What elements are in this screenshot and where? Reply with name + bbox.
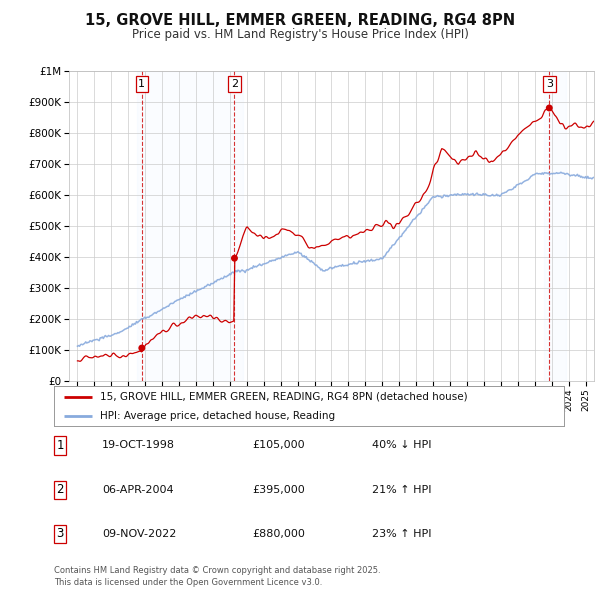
Text: 3: 3 — [546, 79, 553, 89]
Text: 2: 2 — [231, 79, 238, 89]
Text: 2: 2 — [56, 483, 64, 496]
Text: 19-OCT-1998: 19-OCT-1998 — [102, 441, 175, 450]
Text: HPI: Average price, detached house, Reading: HPI: Average price, detached house, Read… — [100, 411, 335, 421]
Text: Contains HM Land Registry data © Crown copyright and database right 2025.
This d: Contains HM Land Registry data © Crown c… — [54, 566, 380, 587]
Text: 1: 1 — [56, 439, 64, 452]
Point — [544, 103, 554, 113]
Text: 06-APR-2004: 06-APR-2004 — [102, 485, 173, 494]
Text: 23% ↑ HPI: 23% ↑ HPI — [372, 529, 431, 539]
Point — [137, 343, 146, 353]
Text: £395,000: £395,000 — [252, 485, 305, 494]
Text: 21% ↑ HPI: 21% ↑ HPI — [372, 485, 431, 494]
Text: 3: 3 — [56, 527, 64, 540]
Text: Price paid vs. HM Land Registry's House Price Index (HPI): Price paid vs. HM Land Registry's House … — [131, 28, 469, 41]
Point — [230, 254, 239, 263]
Bar — [544, 71, 566, 381]
Text: 40% ↓ HPI: 40% ↓ HPI — [372, 441, 431, 450]
Text: 15, GROVE HILL, EMMER GREEN, READING, RG4 8PN (detached house): 15, GROVE HILL, EMMER GREEN, READING, RG… — [100, 392, 467, 402]
Bar — [137, 71, 243, 381]
Text: 15, GROVE HILL, EMMER GREEN, READING, RG4 8PN: 15, GROVE HILL, EMMER GREEN, READING, RG… — [85, 13, 515, 28]
Text: £880,000: £880,000 — [252, 529, 305, 539]
Text: 09-NOV-2022: 09-NOV-2022 — [102, 529, 176, 539]
Text: 1: 1 — [139, 79, 145, 89]
Text: £105,000: £105,000 — [252, 441, 305, 450]
